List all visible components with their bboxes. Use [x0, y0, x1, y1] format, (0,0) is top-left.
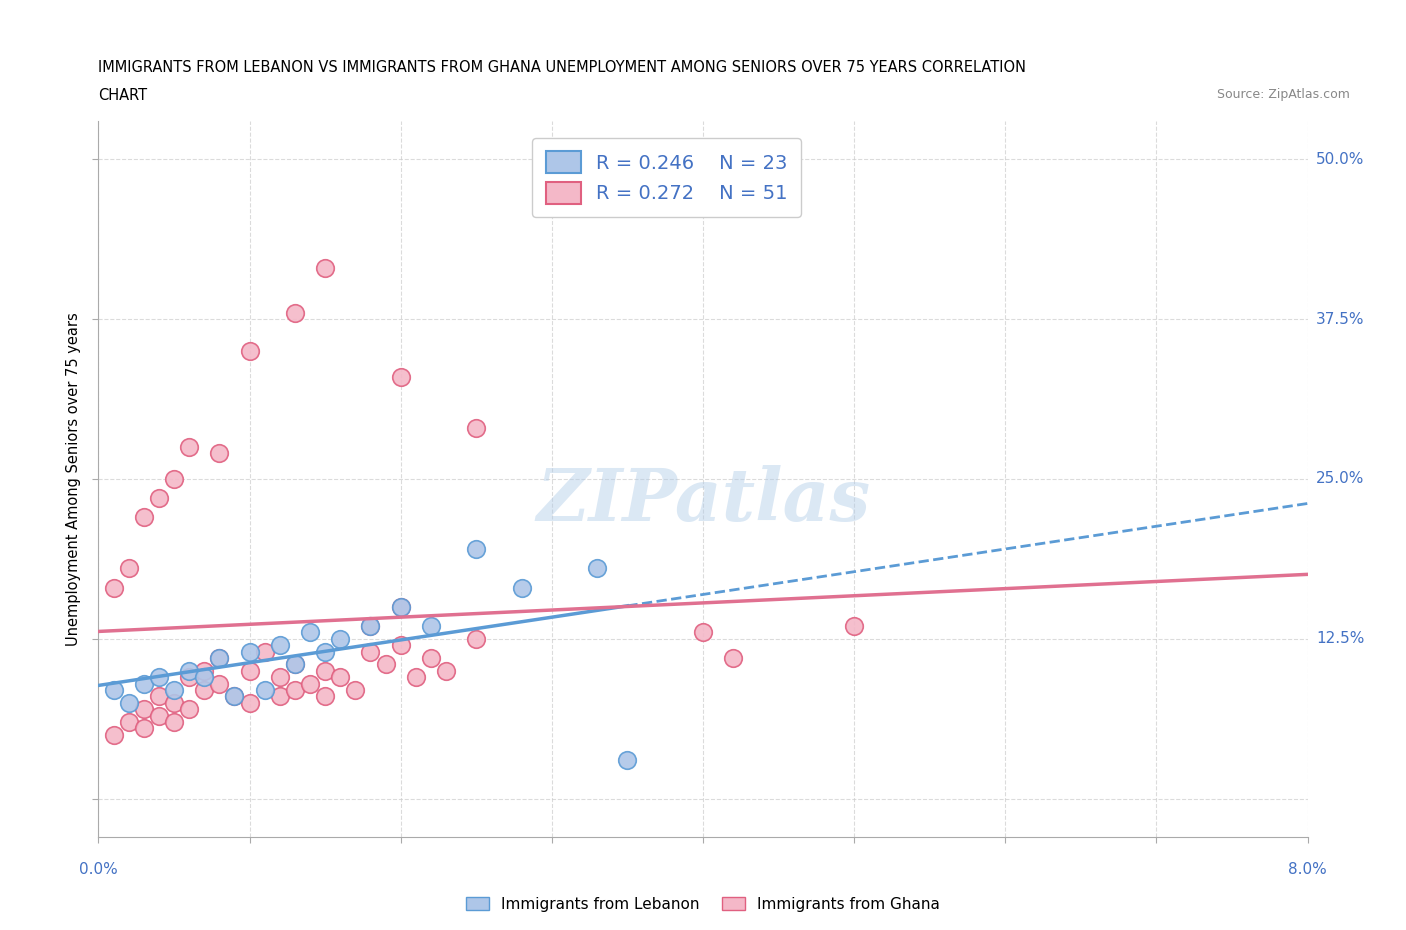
Point — [314, 260, 336, 275]
Point — [329, 670, 352, 684]
Point — [419, 618, 441, 633]
Point — [118, 714, 141, 729]
Point — [103, 683, 125, 698]
Point — [692, 625, 714, 640]
Legend: R = 0.246    N = 23, R = 0.272    N = 51: R = 0.246 N = 23, R = 0.272 N = 51 — [531, 138, 801, 217]
Point — [163, 696, 186, 711]
Point — [208, 676, 231, 691]
Point — [269, 689, 291, 704]
Point — [465, 420, 488, 435]
Text: 37.5%: 37.5% — [1316, 312, 1364, 326]
Point — [284, 657, 307, 671]
Point — [148, 670, 170, 684]
Point — [179, 440, 201, 455]
Point — [132, 721, 155, 736]
Point — [224, 689, 246, 704]
Point — [359, 644, 381, 659]
Point — [389, 600, 412, 615]
Point — [314, 644, 336, 659]
Point — [253, 683, 276, 698]
Text: 50.0%: 50.0% — [1316, 152, 1364, 166]
Point — [419, 651, 441, 666]
Point — [132, 701, 155, 716]
Point — [103, 727, 125, 742]
Text: Source: ZipAtlas.com: Source: ZipAtlas.com — [1216, 88, 1350, 101]
Point — [465, 542, 488, 557]
Point — [299, 625, 322, 640]
Point — [193, 670, 215, 684]
Point — [193, 663, 215, 678]
Point — [284, 683, 307, 698]
Point — [132, 676, 155, 691]
Point — [844, 618, 866, 633]
Text: 12.5%: 12.5% — [1316, 631, 1364, 646]
Point — [510, 580, 533, 595]
Point — [465, 631, 488, 646]
Point — [163, 472, 186, 486]
Point — [148, 491, 170, 506]
Text: 25.0%: 25.0% — [1316, 472, 1364, 486]
Point — [434, 663, 457, 678]
Point — [163, 683, 186, 698]
Point — [284, 305, 307, 320]
Point — [208, 651, 231, 666]
Point — [179, 670, 201, 684]
Text: IMMIGRANTS FROM LEBANON VS IMMIGRANTS FROM GHANA UNEMPLOYMENT AMONG SENIORS OVER: IMMIGRANTS FROM LEBANON VS IMMIGRANTS FR… — [98, 60, 1026, 75]
Point — [299, 676, 322, 691]
Point — [389, 600, 412, 615]
Text: CHART: CHART — [98, 88, 148, 103]
Point — [344, 683, 367, 698]
Point — [148, 689, 170, 704]
Point — [314, 663, 336, 678]
Point — [239, 344, 262, 359]
Point — [132, 510, 155, 525]
Point — [723, 651, 745, 666]
Point — [359, 618, 381, 633]
Legend: Immigrants from Lebanon, Immigrants from Ghana: Immigrants from Lebanon, Immigrants from… — [460, 890, 946, 918]
Point — [224, 689, 246, 704]
Point — [374, 657, 396, 671]
Point — [103, 580, 125, 595]
Text: ZIPatlas: ZIPatlas — [536, 465, 870, 536]
Point — [208, 445, 231, 460]
Point — [239, 663, 262, 678]
Point — [118, 696, 141, 711]
Point — [359, 618, 381, 633]
Point — [163, 714, 186, 729]
Point — [269, 670, 291, 684]
Point — [389, 369, 412, 384]
Point — [405, 670, 427, 684]
Point — [148, 708, 170, 723]
Point — [239, 644, 262, 659]
Point — [329, 631, 352, 646]
Point — [616, 753, 638, 768]
Text: 8.0%: 8.0% — [1288, 862, 1327, 877]
Point — [269, 638, 291, 653]
Point — [389, 638, 412, 653]
Point — [253, 644, 276, 659]
Y-axis label: Unemployment Among Seniors over 75 years: Unemployment Among Seniors over 75 years — [66, 312, 82, 645]
Text: 0.0%: 0.0% — [79, 862, 118, 877]
Point — [239, 696, 262, 711]
Point — [118, 561, 141, 576]
Point — [586, 561, 609, 576]
Point — [179, 663, 201, 678]
Point — [284, 657, 307, 671]
Point — [179, 701, 201, 716]
Point — [193, 683, 215, 698]
Point — [314, 689, 336, 704]
Point — [208, 651, 231, 666]
